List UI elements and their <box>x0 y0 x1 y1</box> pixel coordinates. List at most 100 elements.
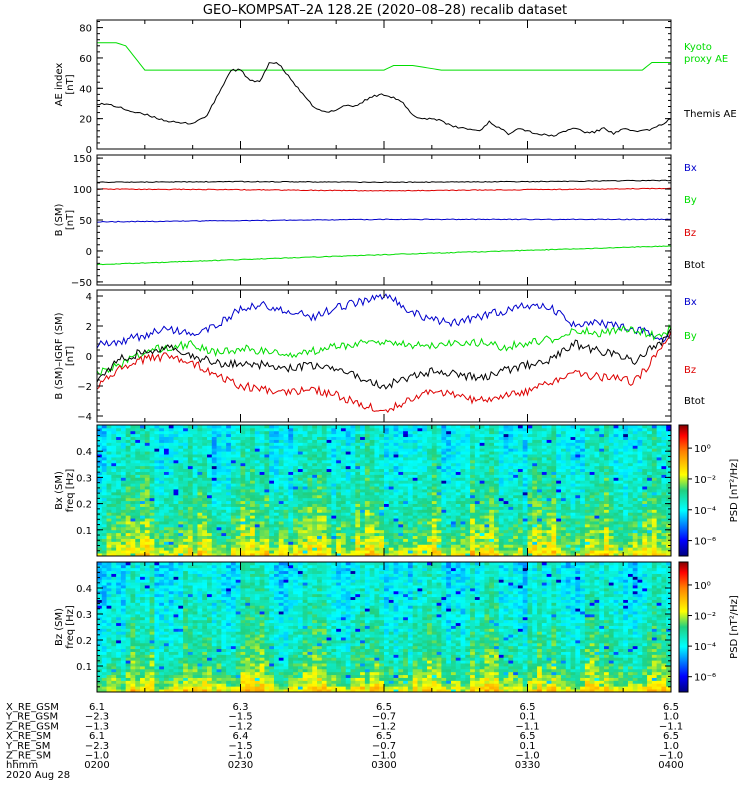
spectrogram-cell <box>211 462 217 467</box>
spectrogram-cell <box>584 474 591 478</box>
spectrogram-cell <box>379 477 385 481</box>
spectrogram-cell <box>541 474 548 478</box>
spectrogram-cell <box>297 442 304 446</box>
spectrogram-cell <box>250 512 256 516</box>
spectrogram-cell <box>431 486 438 490</box>
spectrogram-cell <box>441 489 447 493</box>
spectrogram-cell <box>192 550 198 554</box>
spectrogram-cell <box>207 529 213 534</box>
spectrogram-cell <box>97 521 103 525</box>
spectrogram-cell <box>369 457 375 461</box>
spectrogram-cell <box>546 439 552 443</box>
spectrogram-cell <box>345 506 351 510</box>
spectrogram-cell <box>211 433 217 438</box>
spectrogram-cell <box>465 477 471 481</box>
spectrogram-cell <box>168 474 174 478</box>
spectrogram-cell <box>235 474 241 478</box>
spectrogram-cell <box>465 535 471 539</box>
spectrogram-cell <box>221 489 227 493</box>
spectrogram-cell <box>393 541 399 545</box>
spectrogram-cell <box>207 462 213 467</box>
spectrogram-cell <box>326 512 332 516</box>
spectrogram-cell <box>374 526 380 531</box>
spectrogram-cell <box>565 430 571 435</box>
spectrogram-cell <box>135 462 141 467</box>
spectrogram-cell <box>106 439 112 443</box>
spectrogram-cell <box>159 550 165 554</box>
spectrogram-cell <box>522 489 528 493</box>
spectrogram-cell <box>546 532 552 537</box>
spectrogram-cell <box>144 532 151 537</box>
spectrogram-cell <box>455 544 461 548</box>
spectrogram-cell <box>178 532 184 537</box>
spectrogram-cell <box>575 518 581 522</box>
spectrogram-cell <box>273 526 280 531</box>
spectrogram-cell <box>379 486 385 490</box>
spectrogram-cell <box>393 503 399 507</box>
spectrogram-cell <box>326 553 332 557</box>
spectrogram-cell <box>97 480 103 484</box>
spectrogram-cell <box>183 462 189 467</box>
spectrogram-cell <box>537 474 543 478</box>
spectrogram-cell <box>441 436 447 440</box>
spectrogram-cell <box>465 442 471 446</box>
spectrogram-cell <box>450 541 457 545</box>
spectrogram-cell <box>273 459 280 464</box>
spectrogram-cell <box>412 494 418 499</box>
spectrogram-cell <box>450 553 457 557</box>
spectrogram-cell <box>479 439 485 443</box>
spectrogram-cell <box>140 430 146 435</box>
spectrogram-cell <box>532 544 538 548</box>
spectrogram-cell <box>412 483 418 487</box>
y-tick-label: 0 <box>86 247 92 258</box>
spectrogram-cell <box>101 491 107 496</box>
spectrogram-cell <box>312 523 318 528</box>
spectrogram-cell <box>235 459 241 464</box>
spectrogram-cell <box>116 454 122 458</box>
spectrogram-cell <box>340 494 347 499</box>
spectrogram-cell <box>498 518 504 522</box>
spectrogram-cell <box>474 442 481 446</box>
spectrogram-cell <box>125 439 131 443</box>
spectrogram-cell <box>178 500 184 504</box>
spectrogram-cell <box>527 448 533 452</box>
spectrogram-cell <box>283 553 289 557</box>
spectrogram-cell <box>207 512 213 516</box>
spectrogram-cell <box>369 451 375 455</box>
spectrogram-cell <box>580 494 586 499</box>
spectrogram-cell <box>532 480 538 484</box>
spectrogram-cell <box>183 474 189 478</box>
spectrogram-cell <box>460 500 466 504</box>
spectrogram-cell <box>369 439 375 443</box>
spectrogram-cell <box>446 512 452 516</box>
spectrogram-cell <box>307 521 313 525</box>
spectrogram-cell <box>197 521 203 525</box>
spectrogram-cell <box>465 544 471 548</box>
spectrogram-cell <box>589 454 595 458</box>
spectrogram-cell <box>470 509 476 513</box>
spectrogram-cell <box>140 518 146 522</box>
spectrogram-cell <box>450 521 457 525</box>
spectrogram-cell <box>565 445 571 449</box>
spectrogram-cell <box>159 489 165 493</box>
spectrogram-cell <box>403 486 409 490</box>
spectrogram-cell <box>230 439 237 443</box>
spectrogram-cell <box>140 465 146 470</box>
spectrogram-cell <box>350 439 356 443</box>
spectrogram-cell <box>340 512 347 516</box>
spectrogram-cell <box>97 468 103 472</box>
spectrogram-cell <box>101 436 107 440</box>
spectrogram-cell <box>331 462 337 467</box>
spectrogram-cell <box>465 483 471 487</box>
spectrogram-cell <box>398 541 404 545</box>
spectrogram-cell <box>130 538 136 542</box>
spectrogram-cell <box>565 553 571 557</box>
spectrogram-cell <box>159 497 165 502</box>
spectrogram-cell <box>106 465 112 470</box>
spectrogram-cell <box>278 439 284 443</box>
spectrogram-cell <box>527 509 533 513</box>
spectrogram-cell <box>431 454 438 458</box>
spectrogram-cell <box>250 459 256 464</box>
spectrogram-cell <box>450 462 457 467</box>
